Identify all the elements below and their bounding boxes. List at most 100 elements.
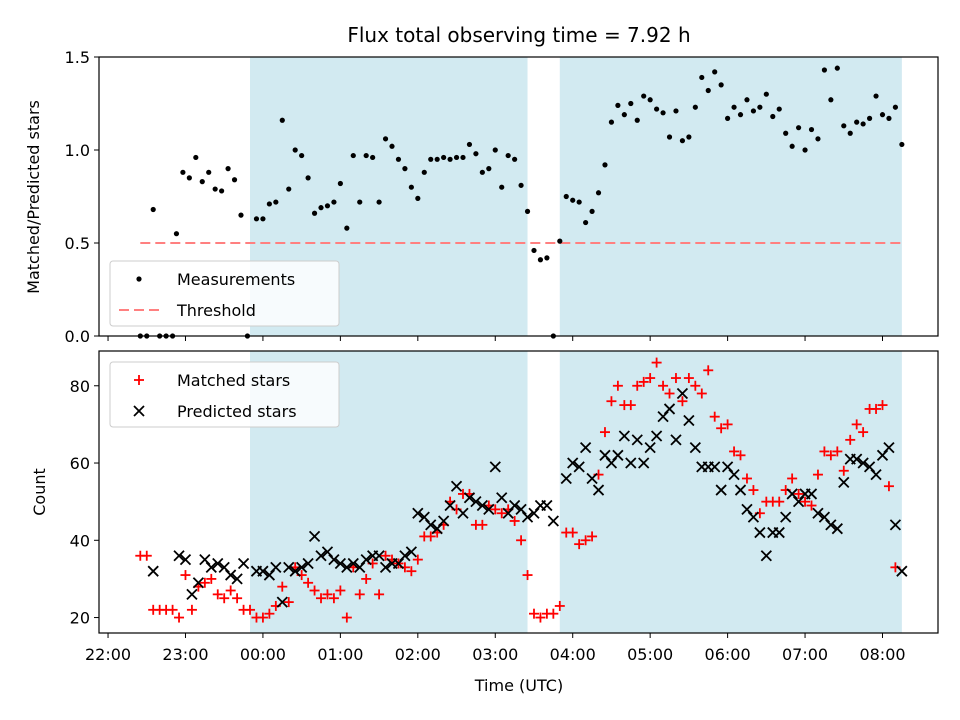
predicted-star-marker	[579, 441, 592, 454]
matched-star-marker	[554, 600, 565, 611]
predicted-star-marker	[638, 457, 650, 469]
predicted-star-marker	[670, 434, 682, 446]
marker-stroke	[457, 507, 469, 519]
measurement-point	[699, 74, 705, 81]
measurement-point	[866, 115, 873, 121]
predicted-star-marker	[496, 492, 508, 504]
matched-star-marker	[612, 380, 623, 391]
predicted-star-marker	[857, 457, 869, 469]
marker-stroke	[560, 472, 572, 485]
marker-stroke	[308, 530, 321, 543]
matched-star-marker	[709, 411, 720, 422]
matched-star-marker	[800, 496, 811, 507]
predicted-star-marker	[237, 557, 250, 570]
marker-stroke	[289, 565, 301, 577]
y-tick-label: 20	[70, 609, 90, 628]
measurement-point	[841, 123, 847, 129]
predicted-star-marker	[592, 484, 605, 496]
measurement-point	[311, 210, 318, 216]
measurement-point	[725, 115, 731, 121]
matched-star-marker	[309, 585, 320, 596]
measurement-point	[434, 156, 440, 162]
measurement-point	[225, 166, 231, 172]
predicted-star-marker	[347, 557, 359, 570]
measurement-point	[789, 143, 795, 149]
measurement-point	[595, 190, 602, 196]
measurement-point	[260, 216, 266, 222]
matched-star-marker	[141, 550, 152, 561]
predicted-star-marker	[457, 507, 469, 519]
measurement-point	[505, 152, 511, 159]
predicted-star-marker	[676, 387, 689, 400]
marker-stroke	[418, 511, 430, 523]
measurement-point	[408, 184, 414, 190]
measurement-point	[557, 238, 563, 244]
measurement-point	[460, 154, 466, 161]
matched-star-marker	[232, 593, 243, 604]
predicted-star-marker	[476, 499, 488, 512]
measurement-point	[544, 255, 550, 261]
measurement-point	[219, 188, 225, 194]
bottom-y-axis-label: Count	[30, 468, 49, 516]
measurement-point	[576, 199, 582, 205]
marker-stroke	[373, 550, 385, 562]
legend-label: Measurements	[177, 270, 295, 289]
y-tick-label: 80	[70, 377, 90, 396]
marker-stroke	[257, 565, 269, 577]
measurement-point	[395, 156, 402, 162]
predicted-star-marker	[754, 526, 766, 539]
matched-star-marker	[748, 485, 759, 496]
measurement-point	[744, 97, 750, 103]
marker-stroke	[296, 561, 308, 573]
predicted-star-marker	[612, 449, 624, 461]
predicted-star-marker	[225, 569, 237, 581]
predicted-star-marker	[450, 480, 463, 492]
measurement-point	[382, 136, 389, 142]
marker-stroke	[838, 476, 850, 488]
matched-star-marker	[741, 473, 752, 484]
matched-star-marker	[606, 396, 617, 407]
legend-label: Matched stars	[177, 371, 290, 390]
marker-stroke	[721, 461, 734, 473]
measurement-point	[570, 197, 576, 203]
matched-star-marker	[683, 373, 694, 384]
matched-star-marker	[703, 365, 714, 376]
predicted-star-marker	[360, 553, 372, 566]
observing-interval-band	[559, 351, 902, 633]
measurement-point	[847, 130, 853, 136]
matched-star-marker	[303, 577, 314, 588]
measurement-point	[186, 175, 192, 181]
marker-stroke	[147, 565, 159, 577]
marker-stroke	[205, 561, 217, 573]
legend-label: Threshold	[176, 301, 256, 320]
matched-star-marker	[735, 450, 746, 461]
predicted-star-marker	[147, 565, 159, 577]
matched-star-marker	[380, 550, 391, 561]
matched-star-marker	[812, 469, 823, 480]
predicted-star-marker	[560, 472, 572, 485]
predicted-star-marker	[521, 511, 534, 523]
legend-measurement-marker	[136, 276, 142, 282]
measurement-point	[199, 179, 205, 185]
predicted-star-marker	[618, 430, 630, 442]
marker-stroke	[663, 403, 676, 415]
marker-stroke	[199, 553, 211, 566]
marker-stroke	[489, 461, 501, 473]
predicted-star-marker	[231, 573, 243, 585]
predicted-star-marker	[470, 496, 482, 508]
predicted-star-marker	[870, 468, 882, 481]
measurement-point	[492, 147, 498, 153]
marker-stroke	[470, 496, 482, 508]
measurement-point	[705, 87, 711, 94]
predicted-star-marker	[315, 550, 327, 562]
marker-stroke	[412, 507, 424, 519]
marker-stroke	[625, 457, 637, 469]
measurement-point	[712, 69, 718, 75]
marker-stroke	[612, 449, 624, 461]
predicted-star-marker	[399, 550, 411, 562]
matched-star-marker	[528, 608, 539, 619]
measurement-point	[692, 104, 698, 110]
marker-stroke	[463, 492, 476, 504]
marker-stroke	[586, 472, 598, 485]
measurement-point	[453, 154, 460, 161]
